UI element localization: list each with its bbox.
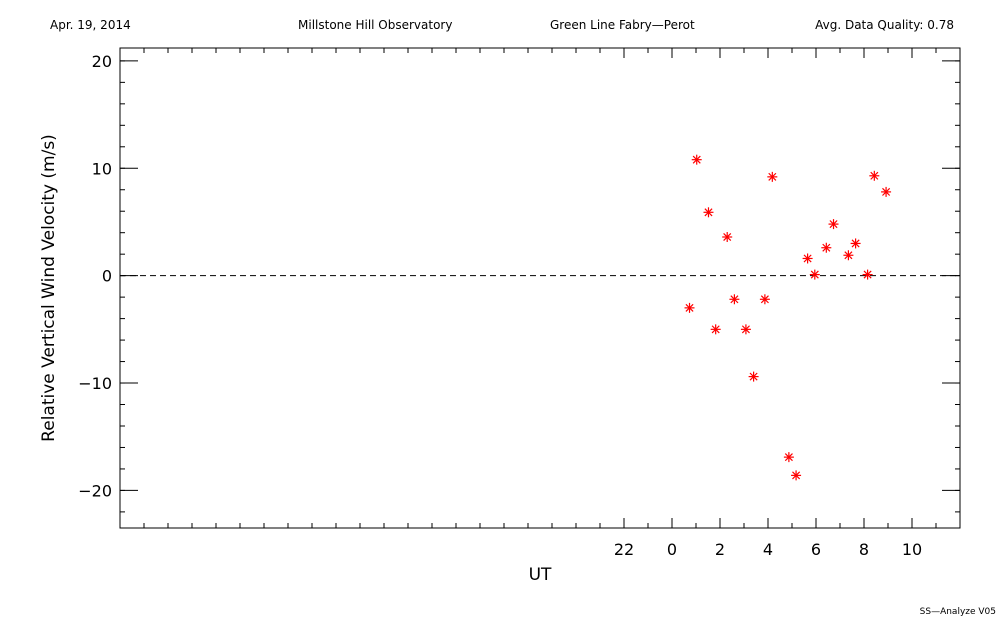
marker-stroke (882, 187, 891, 196)
marker-stroke (851, 239, 860, 248)
x-tick-label: 6 (811, 540, 821, 559)
axis-ticks (120, 48, 960, 528)
x-tick-label: 10 (902, 540, 922, 559)
data-point (740, 324, 751, 335)
y-tick-label: 10 (92, 159, 112, 178)
marker-stroke (792, 471, 801, 480)
marker-stroke (863, 270, 872, 279)
marker-stroke (741, 325, 750, 334)
x-tick-label: 2 (715, 540, 725, 559)
data-point (850, 238, 861, 249)
data-point (828, 219, 839, 230)
data-point (722, 231, 733, 242)
marker-stroke (844, 251, 853, 260)
y-tick-label: −10 (78, 374, 112, 393)
y-axis-label: Relative Vertical Wind Velocity (m/s) (39, 134, 59, 442)
x-tick-label: 0 (667, 540, 677, 559)
marker-stroke (870, 171, 879, 180)
data-point (748, 371, 759, 382)
marker-stroke (704, 208, 713, 217)
data-point (703, 207, 714, 218)
data-point (843, 250, 854, 261)
x-tick-label: 4 (763, 540, 773, 559)
marker-stroke (692, 155, 701, 164)
header-data-quality: Avg. Data Quality: 0.78 (815, 18, 954, 32)
marker-stroke (829, 220, 838, 229)
data-point (881, 186, 892, 197)
data-point (821, 242, 832, 253)
data-point (862, 269, 873, 280)
header-observatory: Millstone Hill Observatory (298, 18, 453, 32)
tick-labels: 22 0 2 4 6 8 10 20 10 0 −10 −20 (78, 52, 922, 559)
data-point (684, 302, 695, 313)
header-instrument: Green Line Fabry—Perot (550, 18, 695, 32)
marker-stroke (784, 453, 793, 462)
data-point (729, 294, 740, 305)
header-date: Apr. 19, 2014 (50, 18, 131, 32)
marker-stroke (685, 303, 694, 312)
software-version: SS—Analyze V05 (919, 607, 996, 617)
data-points (684, 154, 892, 481)
marker-stroke (810, 270, 819, 279)
data-point (759, 294, 770, 305)
marker-stroke (760, 295, 769, 304)
y-tick-label: 20 (92, 52, 112, 71)
marker-stroke (803, 254, 812, 263)
data-point (783, 452, 794, 463)
y-tick-label: −20 (78, 481, 112, 500)
plot-frame (119, 47, 961, 529)
marker-stroke (730, 295, 739, 304)
data-point (710, 324, 721, 335)
marker-stroke (723, 232, 732, 242)
x-tick-label: 22 (614, 540, 634, 559)
data-point (802, 253, 813, 264)
marker-stroke (749, 372, 758, 381)
x-axis-label: UT (529, 565, 552, 585)
data-point (691, 154, 702, 165)
data-point (791, 470, 802, 481)
marker-stroke (768, 172, 777, 181)
data-point (869, 170, 880, 181)
y-tick-label: 0 (102, 267, 112, 286)
x-tick-label: 8 (859, 540, 869, 559)
data-point (767, 171, 778, 182)
data-point (809, 269, 820, 280)
marker-stroke (822, 243, 831, 252)
marker-stroke (711, 325, 720, 334)
